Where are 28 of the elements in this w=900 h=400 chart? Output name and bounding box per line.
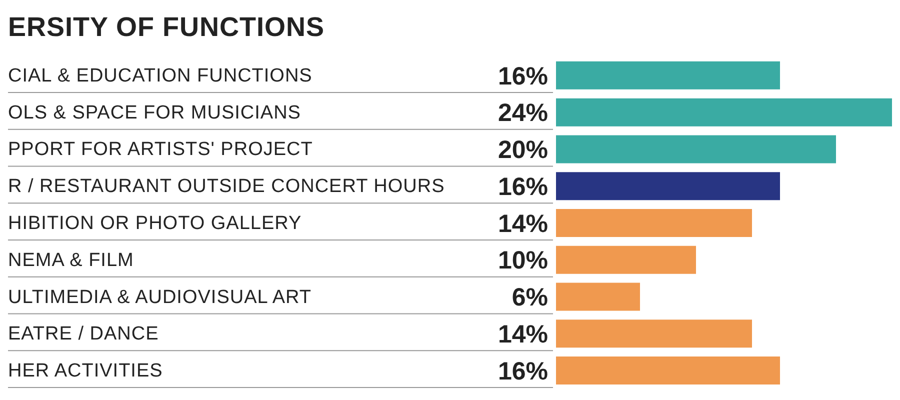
data-label: 16% <box>498 172 548 201</box>
bar <box>556 61 780 90</box>
data-label: 16% <box>498 62 548 90</box>
data-label: 6% <box>512 284 548 312</box>
y-tick-label: HER ACTIVITIES <box>8 360 163 382</box>
bar <box>556 98 892 126</box>
y-tick-label: PPORT FOR ARTISTS' PROJECT <box>8 139 313 160</box>
bar <box>556 320 752 348</box>
y-tick-label: EATRE / DANCE <box>8 324 159 345</box>
data-label: 24% <box>498 99 548 128</box>
data-label: 14% <box>498 320 548 349</box>
bar <box>556 135 836 164</box>
bar <box>556 208 752 237</box>
data-label: 10% <box>498 246 548 275</box>
y-tick-label: NEMA & FILM <box>8 250 134 271</box>
y-tick-label: CIAL & EDUCATION FUNCTIONS <box>8 65 312 86</box>
y-tick-label: R / RESTAURANT OUTSIDE CONCERT HOURS <box>8 176 445 198</box>
y-tick-label: ULTIMEDIA & AUDIOVISUAL ART <box>8 286 312 308</box>
y-tick-label: OLS & SPACE FOR MUSICIANS <box>8 102 301 124</box>
text: ERSITY OF FUNCTIONS <box>8 12 326 43</box>
bar <box>556 356 780 385</box>
data-label: 16% <box>498 357 548 386</box>
y-tick-label: HIBITION OR PHOTO GALLERY <box>8 213 302 234</box>
bar <box>556 282 640 311</box>
data-label: 20% <box>498 136 548 164</box>
bar <box>556 246 696 274</box>
data-label: 14% <box>498 210 548 238</box>
bar <box>556 172 780 200</box>
